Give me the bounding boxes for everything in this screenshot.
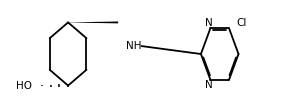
Text: N: N — [205, 80, 213, 90]
Polygon shape — [68, 21, 118, 23]
Text: HO: HO — [16, 81, 32, 91]
Text: Cl: Cl — [237, 18, 247, 28]
Text: N: N — [205, 18, 213, 28]
Text: NH: NH — [125, 41, 141, 51]
